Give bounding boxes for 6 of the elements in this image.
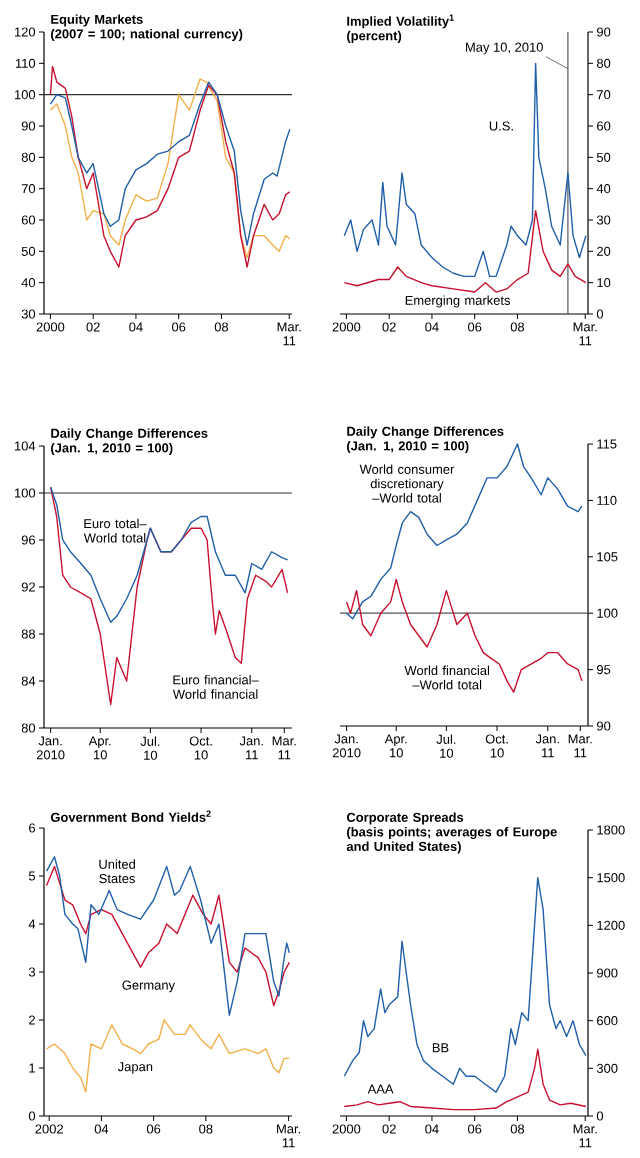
line-series [343, 876, 587, 1093]
line-series [49, 486, 289, 706]
line-series [45, 1019, 291, 1093]
line-series [49, 486, 289, 623]
line-series [345, 443, 583, 620]
line-series [343, 62, 587, 278]
